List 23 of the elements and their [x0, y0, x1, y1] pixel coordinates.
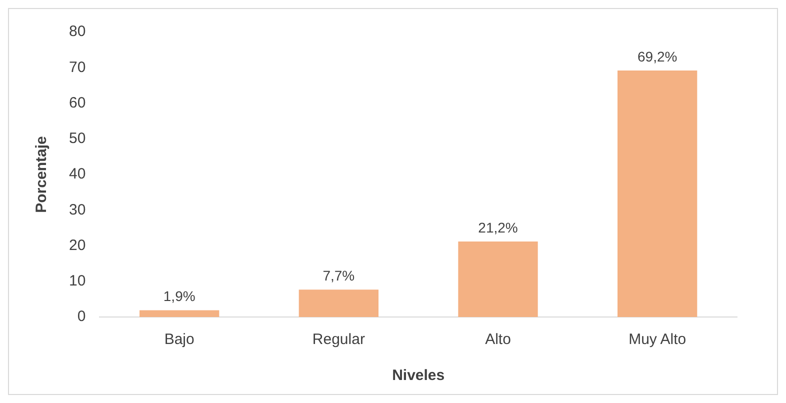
x-tick-label: Bajo — [164, 331, 194, 348]
data-label: 21,2% — [478, 219, 518, 236]
y-tick-label: 20 — [68, 236, 86, 254]
bar — [140, 310, 220, 317]
y-tick-label: 30 — [68, 201, 86, 218]
x-axis-title: Niveles — [392, 367, 445, 384]
data-label: 1,9% — [163, 288, 196, 304]
x-tick-label: Regular — [312, 331, 365, 348]
x-tick-label: Alto — [485, 331, 511, 348]
y-tick-label: 70 — [68, 58, 86, 76]
y-axis-title: Porcentaje — [33, 136, 50, 213]
y-tick-label: 10 — [68, 272, 86, 290]
bar — [298, 290, 379, 317]
y-tick-label: 50 — [68, 130, 86, 148]
data-label: 69,2% — [637, 48, 678, 64]
y-tick-label: 0 — [77, 308, 86, 326]
bar — [458, 241, 538, 317]
data-label: 7,7% — [322, 267, 355, 284]
y-tick-label: 40 — [68, 166, 86, 183]
bar — [618, 70, 698, 317]
y-tick-label: 80 — [68, 23, 86, 40]
y-tick-label: 60 — [68, 94, 86, 112]
x-tick-label: Muy Alto — [628, 331, 686, 348]
